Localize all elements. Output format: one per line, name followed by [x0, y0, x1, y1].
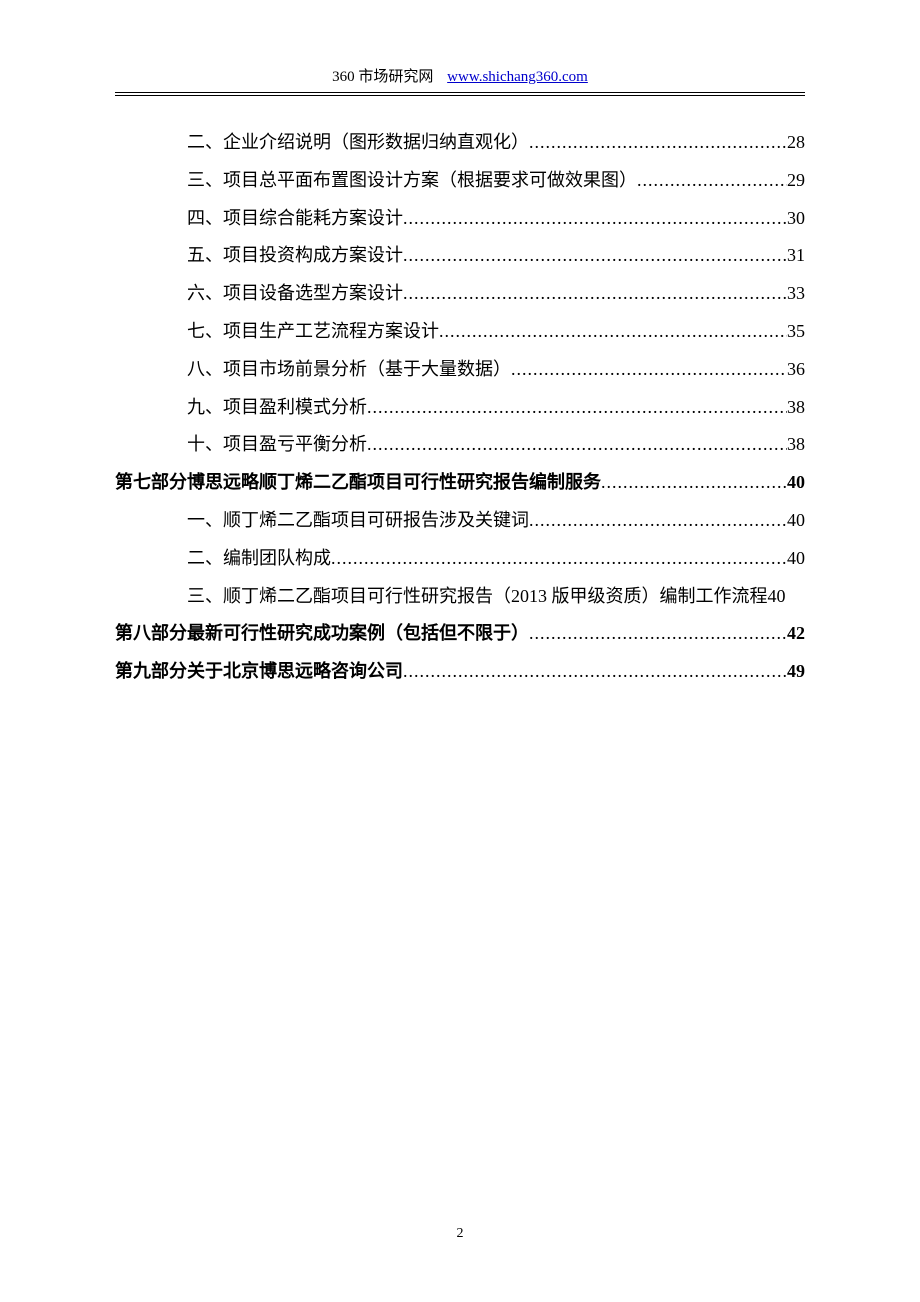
toc-entry: 八、项目市场前景分析（基于大量数据） 36: [115, 351, 805, 389]
toc-entry-page: 38: [787, 389, 805, 427]
toc-entry: 五、项目投资构成方案设计 31: [115, 237, 805, 275]
toc-leader-dots: [529, 124, 787, 162]
site-url-link[interactable]: www.shichang360.com: [447, 69, 588, 85]
toc-entry-title: 六、项目设备选型方案设计: [187, 275, 403, 313]
toc-entry-title: 五、项目投资构成方案设计: [187, 237, 403, 275]
toc-leader-dots: [601, 464, 787, 502]
toc-entry: 二、企业介绍说明（图形数据归纳直观化） 28: [115, 124, 805, 162]
toc-entry-page: 40: [787, 540, 805, 578]
toc-entry-page: 35: [787, 313, 805, 351]
toc-entry: 三、项目总平面布置图设计方案（根据要求可做效果图） 29: [115, 162, 805, 200]
toc-entry-page: 40: [787, 464, 805, 502]
toc-leader-dots: [439, 313, 787, 351]
toc-leader-dots: [529, 615, 787, 653]
toc-leader-dots: [367, 426, 787, 464]
toc-entry: 二、编制团队构成 40: [115, 540, 805, 578]
toc-entry-title: 八、项目市场前景分析（基于大量数据）: [187, 351, 511, 389]
toc-entry-title: 第八部分最新可行性研究成功案例（包括但不限于）: [115, 615, 529, 653]
toc-entry-title: 二、企业介绍说明（图形数据归纳直观化）: [187, 124, 529, 162]
toc-entry-page: 28: [787, 124, 805, 162]
toc-entry: 十、项目盈亏平衡分析 38: [115, 426, 805, 464]
document-page: 360 市场研究网 www.shichang360.com 二、企业介绍说明（图…: [0, 0, 920, 691]
header-rule-top: [115, 92, 805, 93]
toc-entry-title: 第七部分博思远略顺丁烯二乙酯项目可行性研究报告编制服务: [115, 464, 601, 502]
toc-leader-dots: [331, 540, 787, 578]
toc-entry-title: 二、编制团队构成: [187, 540, 331, 578]
toc-entry-title: 三、项目总平面布置图设计方案（根据要求可做效果图）: [187, 162, 637, 200]
toc-leader-dots: [637, 162, 787, 200]
page-number: 2: [0, 1226, 920, 1242]
toc-leader-dots: [511, 351, 787, 389]
toc-entry-page: 42: [787, 615, 805, 653]
toc-entry-title: 四、项目综合能耗方案设计: [187, 200, 403, 238]
toc-entry: 九、项目盈利模式分析 38: [115, 389, 805, 427]
toc-entry-page: 31: [787, 237, 805, 275]
toc-entry: 四、项目综合能耗方案设计 30: [115, 200, 805, 238]
toc-entry-page: 30: [787, 200, 805, 238]
toc-entry-page: 33: [787, 275, 805, 313]
toc-entry: 第八部分最新可行性研究成功案例（包括但不限于） 42: [115, 615, 805, 653]
site-name: 360 市场研究网: [332, 69, 433, 85]
toc-entry-title: 十、项目盈亏平衡分析: [187, 426, 367, 464]
table-of-contents: 二、企业介绍说明（图形数据归纳直观化）28三、项目总平面布置图设计方案（根据要求…: [115, 124, 805, 691]
toc-entry: 第七部分博思远略顺丁烯二乙酯项目可行性研究报告编制服务 40: [115, 464, 805, 502]
toc-leader-dots: [367, 389, 787, 427]
toc-leader-dots: [403, 653, 787, 691]
toc-entry-page: 29: [787, 162, 805, 200]
toc-entry-page: 40: [768, 578, 786, 616]
toc-entry-title: 九、项目盈利模式分析: [187, 389, 367, 427]
toc-entry: 六、项目设备选型方案设计 33: [115, 275, 805, 313]
toc-entry-page: 36: [787, 351, 805, 389]
header-rule-bottom: [115, 95, 805, 96]
toc-leader-dots: [403, 275, 787, 313]
toc-entry: 一、顺丁烯二乙酯项目可研报告涉及关键词 40: [115, 502, 805, 540]
toc-entry: 三、顺丁烯二乙酯项目可行性研究报告（2013 版甲级资质）编制工作流程40: [115, 578, 805, 616]
toc-leader-dots: [403, 200, 787, 238]
toc-entry-page: 38: [787, 426, 805, 464]
toc-entry: 第九部分关于北京博思远略咨询公司 49: [115, 653, 805, 691]
toc-entry-title: 一、顺丁烯二乙酯项目可研报告涉及关键词: [187, 502, 529, 540]
toc-leader-dots: [529, 502, 787, 540]
page-header: 360 市场研究网 www.shichang360.com: [115, 65, 805, 92]
toc-leader-dots: [403, 237, 787, 275]
toc-entry-title: 七、项目生产工艺流程方案设计: [187, 313, 439, 351]
toc-entry-page: 49: [787, 653, 805, 691]
toc-entry-title: 三、顺丁烯二乙酯项目可行性研究报告（2013 版甲级资质）编制工作流程: [187, 578, 768, 616]
toc-entry: 七、项目生产工艺流程方案设计 35: [115, 313, 805, 351]
toc-entry-title: 第九部分关于北京博思远略咨询公司: [115, 653, 403, 691]
toc-entry-page: 40: [787, 502, 805, 540]
